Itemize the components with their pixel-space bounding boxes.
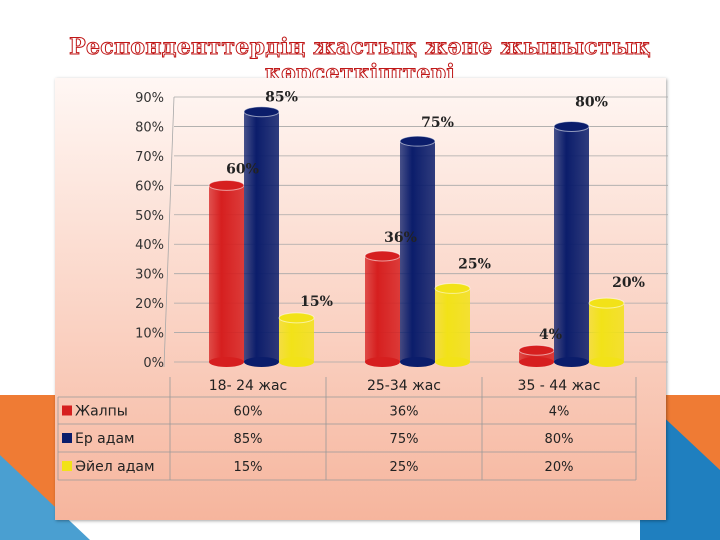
bar-cap: [518, 344, 555, 356]
table-value: 85%: [234, 432, 263, 447]
legend-series-name: Әйел адам: [75, 459, 155, 475]
y-tick-label: 60%: [135, 179, 164, 194]
y-axis-line: [163, 96, 175, 368]
bar-cap: [434, 282, 471, 294]
bar-base: [400, 357, 435, 367]
y-tick-label: 40%: [135, 238, 164, 253]
legend-swatch: [62, 461, 72, 471]
bar-cap: [364, 250, 401, 262]
bar-cap: [588, 297, 625, 309]
y-tick-label: 50%: [135, 209, 164, 224]
data-label: 85%: [265, 90, 298, 106]
bar-cap: [399, 135, 436, 147]
y-axis-ticks: 0% 10% 20% 30% 40% 50% 60% 70% 80% 90%: [135, 91, 164, 371]
data-label: 20%: [612, 275, 645, 291]
bar: [399, 135, 436, 367]
bar-cap: [243, 106, 280, 118]
bar-body: [209, 185, 244, 362]
data-label: 36%: [384, 230, 417, 246]
bar-body: [365, 256, 400, 362]
bar: [434, 282, 471, 367]
bar-body: [589, 303, 624, 362]
bar: [588, 297, 625, 367]
legend-series-name: Жалпы: [75, 404, 128, 420]
bar: [364, 250, 401, 367]
bar-base: [209, 357, 244, 367]
data-label: 75%: [421, 115, 454, 131]
bar-cap: [278, 312, 315, 324]
table-value: 4%: [549, 405, 570, 420]
table-value: 25%: [390, 460, 419, 475]
bars: [208, 106, 625, 367]
slide-title: Респонденттердің жастық және жыныстық кө…: [69, 34, 651, 87]
bar-body: [279, 317, 314, 362]
legend-swatch: [62, 405, 72, 416]
bar-base: [519, 357, 554, 367]
data-label: 25%: [458, 256, 491, 272]
bar-base: [435, 357, 470, 367]
x-category-label: 35 - 44 жас: [518, 378, 601, 394]
table-value: 80%: [545, 432, 574, 447]
y-tick-label: 20%: [135, 297, 164, 312]
data-label: 4%: [539, 327, 562, 343]
bar-base: [279, 357, 314, 367]
x-category-label: 18- 24 жас: [209, 378, 287, 394]
bar: [208, 179, 245, 367]
data-labels: 60% 36% 4% 85% 75% 80% 15% 25% 20%: [226, 90, 645, 344]
y-tick-label: 90%: [135, 91, 164, 106]
bar-body: [400, 141, 435, 362]
table-value: 15%: [234, 460, 263, 475]
bar: [243, 106, 280, 367]
legend-swatch: [62, 433, 72, 443]
bar-base: [365, 357, 400, 367]
table-value: 75%: [390, 432, 419, 447]
bar-cap: [208, 179, 245, 191]
y-tick-label: 80%: [135, 120, 164, 135]
y-tick-label: 30%: [135, 268, 164, 283]
bar-base: [589, 357, 624, 367]
data-label: 80%: [575, 94, 608, 110]
bar-body: [244, 111, 279, 362]
bar-cap: [553, 120, 590, 132]
bar-base: [244, 357, 279, 367]
bar-body: [435, 288, 470, 362]
x-category-label: 25-34 жас: [367, 378, 441, 394]
data-label: 15%: [300, 294, 333, 310]
table-value: 60%: [234, 405, 263, 420]
table-value: 36%: [390, 405, 419, 420]
bar: [553, 120, 590, 367]
data-label: 60%: [226, 161, 259, 177]
bar: [518, 344, 555, 367]
bar-body: [554, 126, 589, 362]
y-tick-label: 0%: [143, 356, 164, 371]
bar-body: [519, 350, 554, 362]
bar: [278, 312, 315, 367]
y-tick-label: 10%: [135, 327, 164, 342]
data-table: 18- 24 жас 25-34 жас 35 - 44 жас Жалпы 60% 36…: [57, 377, 637, 481]
y-tick-label: 70%: [135, 150, 164, 165]
table-value: 20%: [545, 460, 574, 475]
legend-series-name: Ер адам: [75, 431, 135, 447]
bar-base: [554, 357, 589, 367]
